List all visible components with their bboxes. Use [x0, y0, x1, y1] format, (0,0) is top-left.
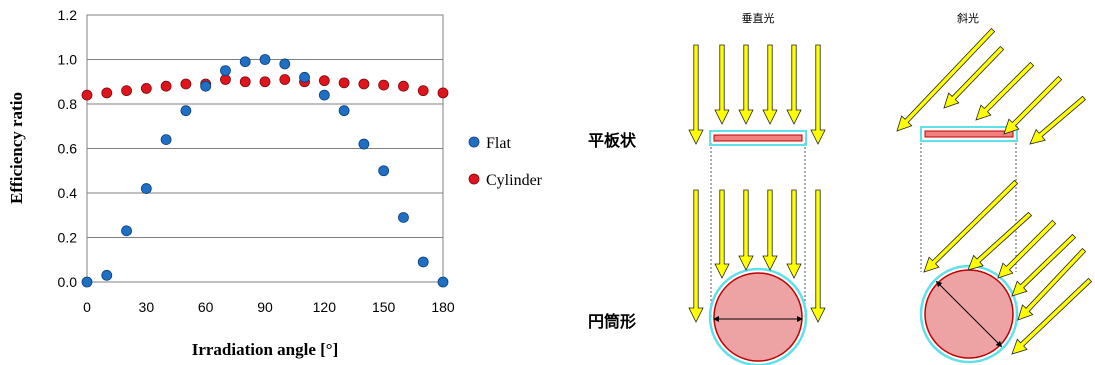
oblique-light-arrow	[997, 219, 1057, 279]
legend-marker-cylinder	[468, 173, 480, 185]
point-flat	[220, 65, 231, 77]
point-cylinder	[81, 89, 93, 101]
column-title-oblique: 斜光	[957, 11, 979, 25]
x-tick-label: 180	[431, 299, 455, 315]
light-arrows	[688, 27, 1093, 355]
vertical-light-arrow	[714, 189, 730, 279]
point-cylinder	[398, 80, 409, 92]
point-flat	[121, 225, 132, 237]
point-flat	[259, 54, 271, 65]
y-axis-label: Efficiency ratio	[7, 92, 26, 204]
y-tick-label: 1.0	[58, 52, 78, 68]
oblique-light-arrow	[1003, 75, 1063, 135]
vertical-light-arrow	[762, 44, 778, 125]
point-flat	[160, 134, 172, 146]
point-cylinder	[338, 77, 350, 89]
vertical-light-arrow	[810, 44, 826, 145]
vertical-light-arrow	[688, 44, 704, 145]
x-tick-label: 90	[257, 299, 273, 315]
point-flat	[338, 105, 350, 117]
data-points	[81, 54, 449, 288]
point-cylinder	[140, 83, 152, 94]
oblique-light-arrow	[975, 61, 1035, 121]
legend-label-cylinder: Cylinder	[486, 172, 543, 189]
cylinder-oblique	[919, 264, 1019, 364]
x-tick-label: 60	[198, 299, 214, 315]
oblique-light-arrow	[967, 211, 1033, 271]
vertical-light-arrow	[714, 44, 730, 125]
point-flat	[180, 105, 192, 117]
vertical-light-arrow	[688, 189, 704, 323]
vertical-light-arrow	[738, 44, 754, 125]
y-tick-label: 0.2	[58, 230, 78, 246]
vertical-light-arrow	[810, 189, 826, 323]
legend-label-flat: Flat	[486, 135, 511, 152]
x-tick-label: 0	[83, 299, 91, 315]
x-tick-label: 150	[372, 299, 396, 315]
point-flat	[101, 269, 113, 281]
flat-panel-oblique	[920, 126, 1018, 142]
legend-marker-flat	[468, 136, 480, 148]
point-cylinder	[160, 80, 172, 92]
point-flat	[239, 56, 251, 68]
vertical-light-arrow	[738, 189, 754, 271]
x-tick-label: 120	[313, 299, 337, 315]
y-tick-label: 1.2	[58, 7, 78, 23]
flat-panel-vertical	[709, 130, 807, 146]
light-diagram: 垂直光 斜光 平板状 円筒形	[588, 11, 1093, 365]
y-tick-label: 0.4	[58, 185, 78, 201]
point-cylinder	[318, 75, 330, 87]
point-cylinder	[437, 87, 449, 99]
x-tick-labels: 0 30 60 90 120 150 180	[83, 299, 455, 315]
oblique-light-arrow	[943, 45, 1005, 109]
point-cylinder	[279, 74, 291, 85]
cylinder-vertical	[708, 267, 808, 365]
point-cylinder	[239, 76, 251, 88]
y-tick-labels: 0.0 0.2 0.4 0.6 0.8 1.0 1.2	[58, 7, 78, 290]
legend: Flat Cylinder	[468, 135, 543, 189]
y-tick-label: 0.8	[58, 96, 78, 112]
efficiency-chart: 0 30 60 90 120 150 180 0.0 0.2 0.4 0.6 0.8 1.0 1.2 I…	[7, 7, 543, 359]
point-cylinder	[180, 78, 192, 90]
row-label-flat: 平板状	[588, 131, 637, 150]
oblique-light-arrow	[1011, 277, 1093, 355]
point-cylinder	[220, 74, 231, 85]
x-axis-label: Irradiation angle [°]	[192, 340, 339, 359]
point-flat	[378, 165, 390, 177]
point-flat	[299, 71, 310, 83]
point-flat	[358, 138, 370, 150]
guide-lines	[710, 143, 1017, 318]
point-cylinder	[358, 78, 370, 90]
point-flat	[398, 212, 409, 223]
oblique-light-arrow	[1029, 95, 1086, 145]
y-tick-label: 0.6	[58, 141, 78, 157]
point-flat	[318, 89, 330, 101]
oblique-light-arrow	[1017, 247, 1087, 321]
point-cylinder	[259, 76, 271, 88]
point-flat	[200, 80, 212, 92]
point-flat	[140, 183, 152, 194]
point-flat	[417, 256, 429, 268]
point-flat	[279, 58, 291, 70]
point-flat	[81, 276, 93, 288]
point-cylinder	[121, 85, 132, 97]
oblique-light-arrow	[1011, 233, 1077, 297]
y-tick-label: 0.0	[58, 274, 78, 290]
oblique-light-arrow	[896, 27, 996, 132]
point-flat	[437, 276, 449, 288]
point-cylinder	[378, 79, 390, 91]
point-cylinder	[417, 85, 429, 97]
vertical-light-arrow	[762, 189, 778, 271]
row-label-cylinder: 円筒形	[588, 312, 636, 331]
vertical-light-arrow	[786, 44, 802, 125]
point-cylinder	[101, 87, 113, 99]
column-title-vertical: 垂直光	[742, 11, 775, 25]
vertical-light-arrow	[786, 189, 802, 279]
oblique-light-arrow	[923, 179, 1019, 273]
x-tick-label: 30	[139, 299, 155, 315]
